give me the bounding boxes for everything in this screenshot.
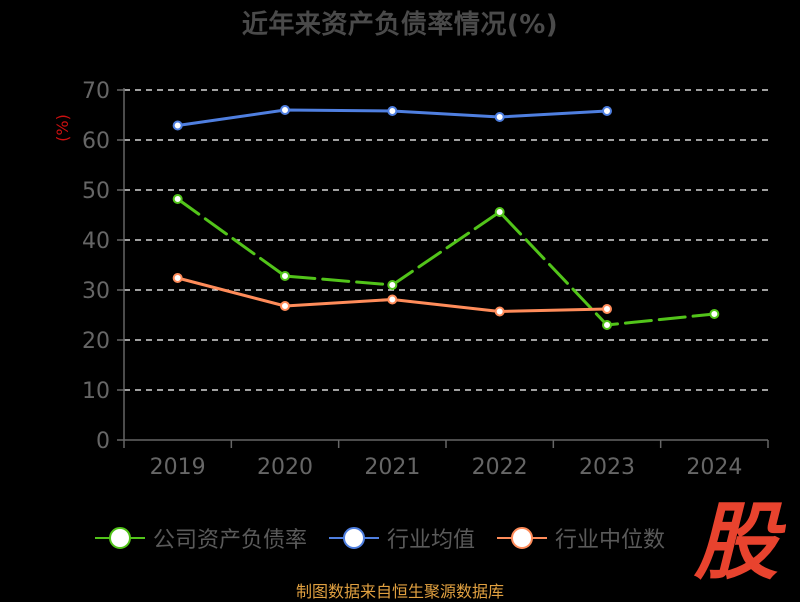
legend-symbol-industry-avg xyxy=(329,525,380,551)
point-industry-avg-2022 xyxy=(494,112,505,122)
y-tick-label-40: 40 xyxy=(82,229,110,254)
legend-marker-industry-median-icon xyxy=(511,527,534,549)
y-tick-label-30: 30 xyxy=(82,279,110,304)
point-industry-median-2019 xyxy=(172,273,183,283)
point-company-2019 xyxy=(172,194,183,204)
legend-marker-industry-avg-icon xyxy=(343,527,366,549)
point-industry-median-2022 xyxy=(494,306,505,317)
chart-legend: 公司资产负债率 行业均值 行业中位数 xyxy=(95,518,687,558)
point-company-2023 xyxy=(602,320,612,330)
legend-label-industry-median: 行业中位数 xyxy=(555,528,666,553)
x-tick-label-2022: 2022 xyxy=(472,455,528,480)
point-industry-median-2023 xyxy=(602,304,612,314)
chart-title: 近年来资产负债率情况(%) xyxy=(241,10,559,40)
legend-item-industry-avg[interactable]: 行业均值 xyxy=(329,522,475,554)
point-company-2020 xyxy=(280,271,290,281)
legend-marker-company-icon xyxy=(109,527,131,549)
x-tick-label-2019: 2019 xyxy=(150,455,206,480)
watermark-logo: 股 xyxy=(693,494,778,590)
y-tick-label-50: 50 xyxy=(82,179,110,204)
legend-label-company: 公司资产负债率 xyxy=(153,528,308,553)
legend-item-industry-median[interactable]: 行业中位数 xyxy=(497,522,665,554)
point-industry-median-2020 xyxy=(280,301,290,311)
legend-item-company[interactable]: 公司资产负债率 xyxy=(95,522,307,554)
series-line-company xyxy=(176,197,716,327)
data-source-note: 制图数据来自恒生聚源数据库 xyxy=(295,582,504,601)
point-industry-avg-2020 xyxy=(280,105,290,115)
y-tick-label-0: 0 xyxy=(96,429,110,454)
x-tick-label-2024: 2024 xyxy=(686,455,742,480)
point-industry-median-2021 xyxy=(387,294,398,305)
point-industry-avg-2023 xyxy=(602,106,612,116)
x-tick-label-2020: 2020 xyxy=(257,455,313,480)
legend-symbol-company xyxy=(95,525,145,551)
point-company-2024 xyxy=(709,309,720,319)
y-axis-label: (%) xyxy=(53,114,72,142)
point-industry-avg-2019 xyxy=(172,120,183,131)
legend-label-industry-avg: 行业均值 xyxy=(387,528,476,553)
point-industry-avg-2021 xyxy=(387,106,398,116)
point-company-2022 xyxy=(494,207,505,217)
x-tick-label-2021: 2021 xyxy=(364,455,420,480)
y-tick-label-20: 20 xyxy=(82,329,110,354)
y-tick-label-70: 70 xyxy=(82,79,110,104)
y-tick-label-60: 60 xyxy=(82,129,110,154)
x-tick-label-2023: 2023 xyxy=(579,455,635,480)
point-company-2021 xyxy=(387,280,398,290)
legend-symbol-industry-median xyxy=(497,525,548,551)
y-tick-label-10: 10 xyxy=(82,379,110,404)
